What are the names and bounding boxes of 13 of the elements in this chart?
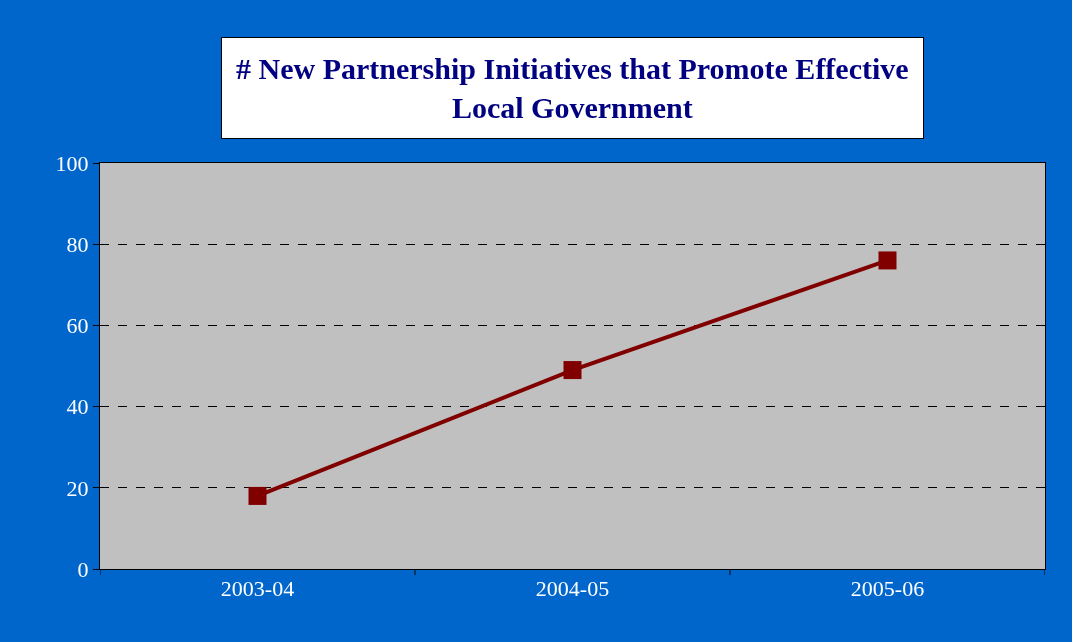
- y-tick-label: 40: [66, 394, 89, 420]
- y-tick-label: 100: [55, 150, 89, 176]
- y-tick-label: 0: [77, 556, 89, 582]
- y-tick-label: 80: [66, 231, 89, 257]
- point: [563, 361, 582, 380]
- y-tick-label: 20: [66, 475, 89, 501]
- point: [878, 251, 897, 270]
- x-tick-label: 2004-05: [535, 576, 610, 602]
- x-tick-label: 2005-06: [850, 576, 925, 602]
- chart-title: # New Partnership Initiatives that Promote Effective Local Government: [236, 52, 909, 124]
- x-tick-label: 2003-04: [220, 576, 295, 602]
- y-tick-label: 60: [66, 313, 89, 339]
- point: [248, 486, 267, 505]
